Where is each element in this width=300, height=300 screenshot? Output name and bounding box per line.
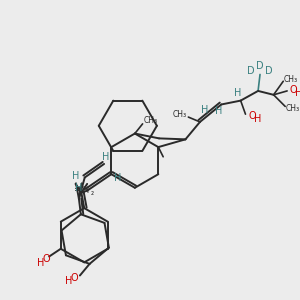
Text: O: O xyxy=(289,85,297,95)
Text: O: O xyxy=(42,254,50,264)
Text: H: H xyxy=(72,171,80,181)
Text: H: H xyxy=(115,173,122,183)
Text: CH₃: CH₃ xyxy=(284,75,298,84)
Text: H: H xyxy=(201,105,208,115)
Text: H: H xyxy=(295,88,300,98)
Text: =: = xyxy=(74,185,82,195)
Text: H: H xyxy=(64,276,72,286)
Text: H: H xyxy=(234,88,242,98)
Text: CH₃: CH₃ xyxy=(143,116,158,125)
Text: CH₃: CH₃ xyxy=(286,104,300,113)
Text: H: H xyxy=(215,106,222,116)
Text: D: D xyxy=(265,66,272,76)
Text: H: H xyxy=(254,114,262,124)
Text: H: H xyxy=(37,258,44,268)
Text: D: D xyxy=(256,61,264,71)
Text: D: D xyxy=(248,66,255,76)
Text: O: O xyxy=(70,273,78,284)
Text: O: O xyxy=(248,111,256,121)
Text: H: H xyxy=(75,183,82,193)
Text: H: H xyxy=(102,152,110,162)
Text: CH: CH xyxy=(78,186,90,195)
Text: CH₃: CH₃ xyxy=(172,110,187,119)
Text: ₂: ₂ xyxy=(91,188,94,196)
